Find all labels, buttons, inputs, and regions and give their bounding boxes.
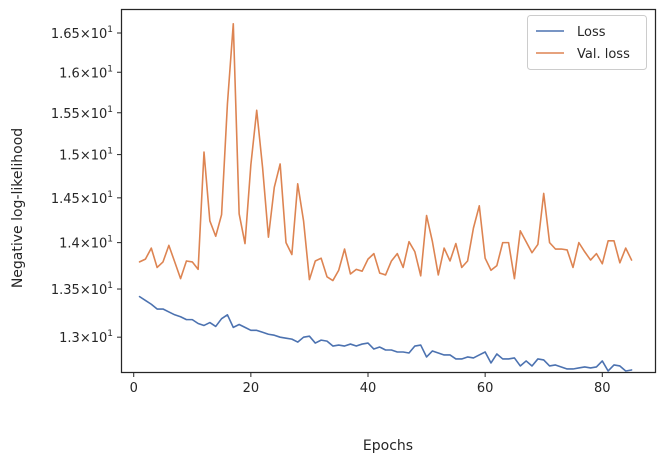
x-axis-label: Epochs (363, 438, 413, 454)
x-tick-label: 0 (130, 381, 138, 396)
legend-label: Loss (577, 25, 606, 40)
y-axis-label: Negative log-likelihood (10, 128, 26, 288)
plot-frame (120, 8, 657, 374)
y-tick-label: 1.4×101 (59, 235, 113, 252)
y-ticks: 1.3×101 1.35×101 1.4×101 1.45×101 1.5×101 1.5… (51, 25, 122, 346)
series-line-val-loss (138, 22, 633, 282)
legend-label: Val. loss (577, 47, 630, 62)
legend-box (527, 15, 647, 70)
legend: Loss Val. loss (527, 15, 647, 70)
y-tick-label: 1.45×101 (51, 190, 113, 207)
y-tick-label: 1.55×101 (51, 105, 113, 122)
x-tick-label: 20 (243, 381, 260, 396)
x-tick-label: 60 (477, 381, 494, 396)
series-line-loss (138, 295, 633, 372)
y-tick-label: 1.65×101 (51, 25, 113, 42)
x-tick-label: 80 (594, 381, 611, 396)
x-tick-label: 40 (360, 381, 377, 396)
series-layer (138, 22, 633, 372)
y-tick-label: 1.35×101 (51, 281, 113, 298)
y-tick-label: 1.6×101 (59, 64, 113, 81)
x-ticks: 0 20 40 60 80 (130, 372, 611, 396)
y-tick-label: 1.3×101 (59, 329, 113, 346)
y-tick-label: 1.5×101 (59, 147, 113, 164)
